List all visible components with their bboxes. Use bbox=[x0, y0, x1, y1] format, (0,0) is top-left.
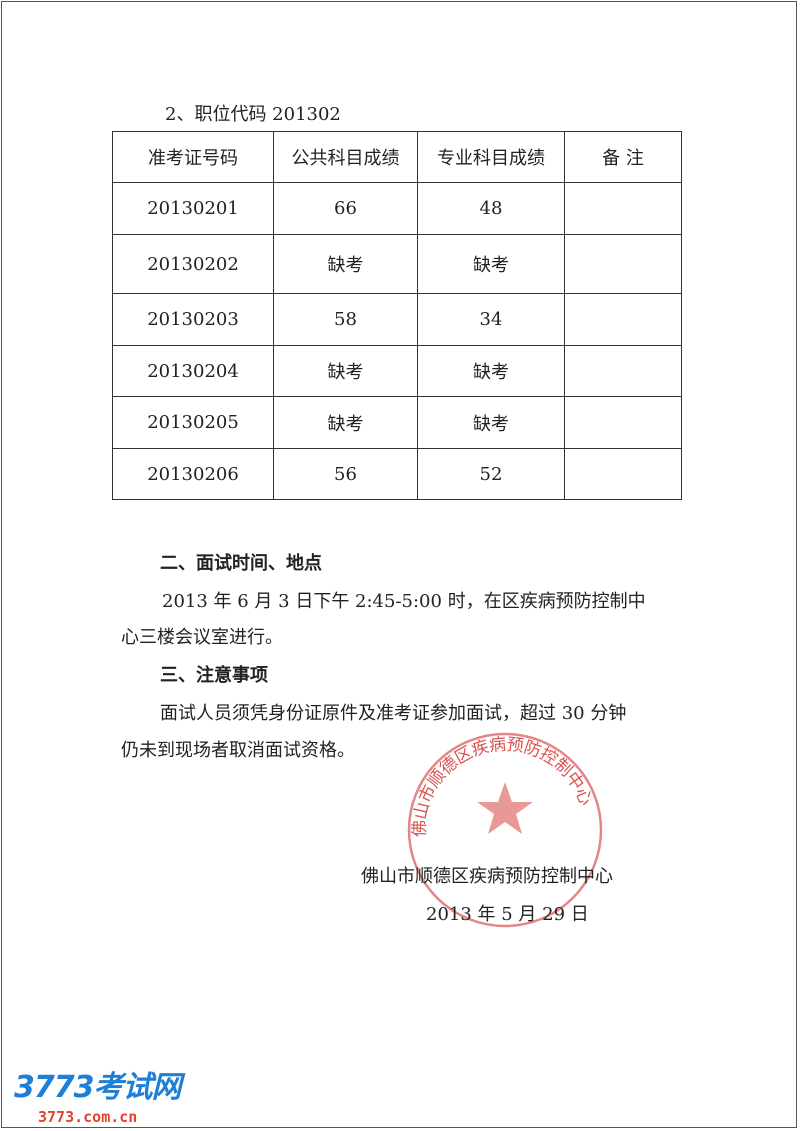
professional-score-cell: 48 bbox=[417, 182, 565, 235]
remark-cell bbox=[564, 396, 682, 449]
public-score-cell: 66 bbox=[273, 182, 418, 235]
header-cell: 公共科目成绩 bbox=[273, 131, 418, 183]
table-row: 20130204 缺考 缺考 bbox=[112, 345, 682, 397]
logo-name: 3773考试网 bbox=[14, 1070, 181, 1105]
section2-title: 二、面试时间、地点 bbox=[160, 553, 322, 574]
remark-cell bbox=[564, 182, 682, 235]
section-heading: 2、职位代码 201302 bbox=[165, 104, 341, 125]
public-score-cell: 58 bbox=[273, 293, 418, 346]
star-icon bbox=[477, 782, 533, 834]
exam-id-cell: 20130203 bbox=[112, 293, 274, 346]
exam-id-cell: 20130206 bbox=[112, 448, 274, 500]
remark-cell bbox=[564, 293, 682, 346]
public-score-cell: 缺考 bbox=[273, 234, 418, 294]
remark-cell bbox=[564, 448, 682, 500]
exam-id-cell: 20130204 bbox=[112, 345, 274, 397]
table-row: 20130206 56 52 bbox=[112, 448, 682, 500]
professional-score-cell: 52 bbox=[417, 448, 565, 500]
signature-org: 佛山市顺德区疾病预防控制中心 bbox=[361, 866, 613, 887]
section3-title: 三、注意事项 bbox=[160, 665, 268, 686]
remark-cell bbox=[564, 234, 682, 294]
exam-id-cell: 20130201 bbox=[112, 182, 274, 235]
section2-line2: 心三楼会议室进行。 bbox=[121, 627, 283, 648]
professional-score-cell: 缺考 bbox=[417, 396, 565, 449]
section2-line1: 2013 年 6 月 3 日下午 2:45-5:00 时，在区疾病预防控制中 bbox=[162, 591, 646, 612]
site-logo[interactable]: 3773考试网 3773.com.cn bbox=[14, 1062, 181, 1126]
professional-score-cell: 缺考 bbox=[417, 234, 565, 294]
table-row: 20130202 缺考 缺考 bbox=[112, 234, 682, 294]
header-cell: 准考证号码 bbox=[112, 131, 274, 183]
exam-id-cell: 20130205 bbox=[112, 396, 274, 449]
public-score-cell: 缺考 bbox=[273, 396, 418, 449]
section3-line2: 仍未到现场者取消面试资格。 bbox=[121, 740, 355, 761]
header-cell: 备 注 bbox=[564, 131, 682, 183]
table-row: 20130203 58 34 bbox=[112, 293, 682, 346]
public-score-cell: 缺考 bbox=[273, 345, 418, 397]
official-stamp: 佛山市顺德区疾病预防控制中心 bbox=[405, 730, 605, 934]
professional-score-cell: 缺考 bbox=[417, 345, 565, 397]
table-row: 20130201 66 48 bbox=[112, 182, 682, 235]
public-score-cell: 56 bbox=[273, 448, 418, 500]
professional-score-cell: 34 bbox=[417, 293, 565, 346]
table-row: 20130205 缺考 缺考 bbox=[112, 396, 682, 449]
score-table: 准考证号码 公共科目成绩 专业科目成绩 备 注 20130201 66 48 2013… bbox=[112, 131, 682, 500]
header-cell: 专业科目成绩 bbox=[417, 131, 565, 183]
signature-date: 2013 年 5 月 29 日 bbox=[426, 904, 589, 925]
section3-line1: 面试人员须凭身份证原件及准考证参加面试，超过 30 分钟 bbox=[160, 703, 627, 724]
table-header-row: 准考证号码 公共科目成绩 专业科目成绩 备 注 bbox=[112, 131, 682, 183]
logo-url: 3773.com.cn bbox=[38, 1108, 138, 1126]
exam-id-cell: 20130202 bbox=[112, 234, 274, 294]
remark-cell bbox=[564, 345, 682, 397]
